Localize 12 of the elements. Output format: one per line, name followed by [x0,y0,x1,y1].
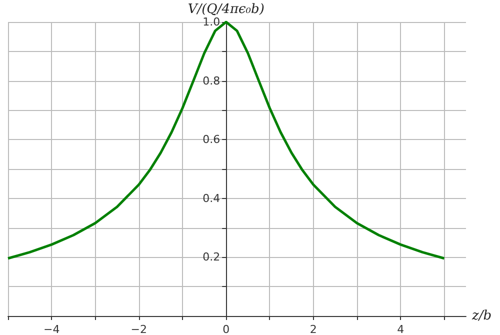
y-tick-label: 0.6 [202,133,220,146]
y-axis-title: V/(Q/4πϵ₀b) [188,2,264,17]
x-tick-label: 0 [222,323,230,335]
x-tick-label: 4 [397,323,404,335]
x-tick-label: 2 [310,323,317,335]
y-tick-label: 1.0 [202,16,220,28]
y-tick-label: 0.4 [202,192,220,205]
x-axis-title: z/b [471,308,492,324]
y-tick-label: 0.8 [202,74,220,88]
x-tick-label: −2 [130,323,147,335]
x-tick-label: −4 [44,323,60,335]
y-tick-label: 0.2 [202,250,220,264]
